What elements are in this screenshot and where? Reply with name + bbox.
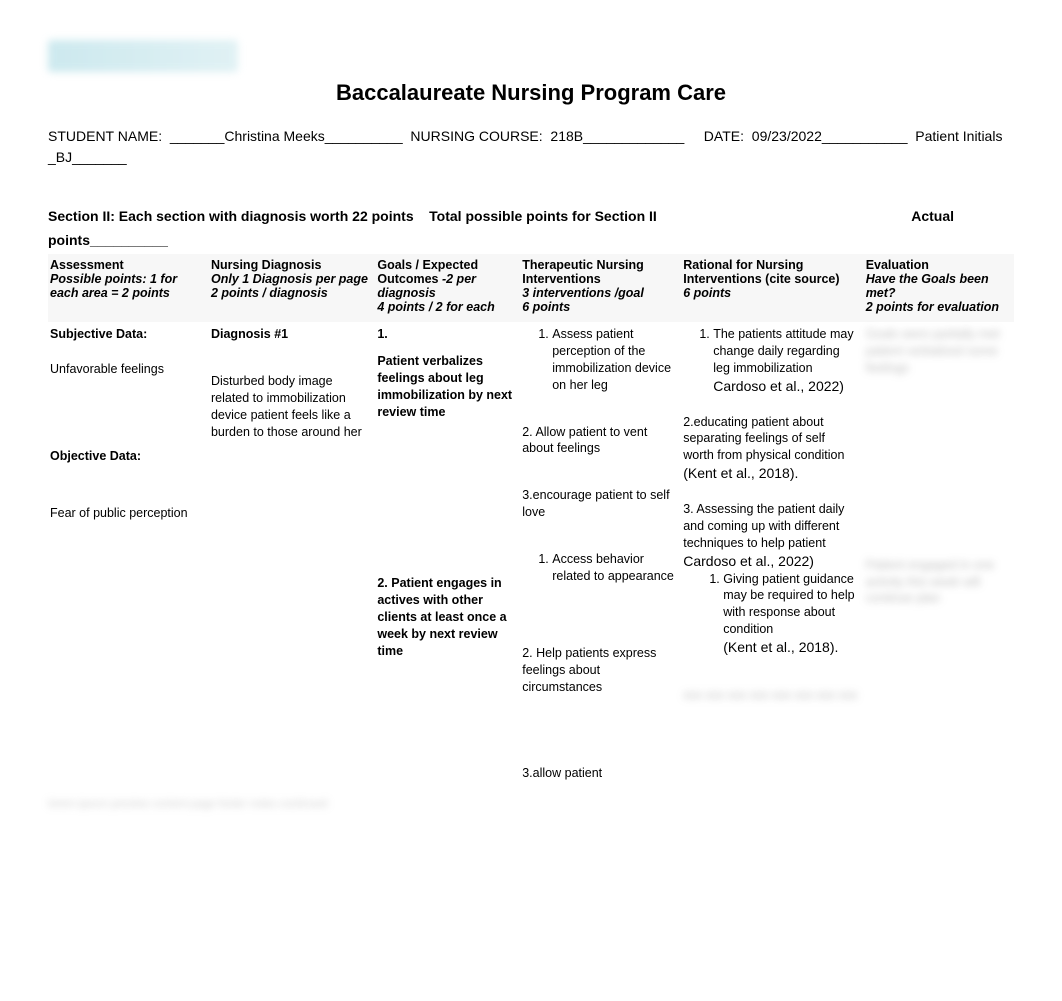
- page-title: Baccalaureate Nursing Program Care: [48, 80, 1014, 106]
- objective-label: Objective Data:: [50, 448, 203, 465]
- rational-3-cite: Cardoso et al., 2022): [683, 553, 814, 569]
- student-info-line: STUDENT NAME: _______Christina Meeks____…: [48, 126, 1014, 168]
- rational-blur: xxx xxx xxx xxx xxx xxx xxx xxx: [683, 687, 857, 737]
- rational-4-cite: (Kent et al., 2018).: [723, 639, 838, 655]
- subjective-text: Unfavorable feelings: [50, 361, 203, 378]
- course-label: NURSING COURSE:: [410, 128, 542, 144]
- table-row: Subjective Data: Unfavorable feelings Ob…: [48, 322, 1014, 786]
- eval-blur-1: Goals were partially met patient verbali…: [866, 326, 1008, 377]
- goal-2: 2. Patient engages in actives with other…: [377, 575, 514, 659]
- col-header-rational: Rational for Nursing Interventions (cite…: [681, 254, 863, 322]
- rational-1-cite: Cardoso et al., 2022): [713, 378, 844, 394]
- rational-1: The patients attitude may change daily r…: [713, 326, 857, 396]
- cell-rational: The patients attitude may change daily r…: [681, 322, 863, 786]
- points-line: points__________: [48, 232, 1014, 248]
- logo-image: [48, 40, 238, 72]
- intervention-6: 3.allow patient: [522, 765, 675, 782]
- diagnosis-number: Diagnosis #1: [211, 326, 369, 343]
- col-header-diagnosis: Nursing Diagnosis Only 1 Diagnosis per p…: [209, 254, 375, 322]
- col-header-assessment: Assessment Possible points: 1 for each a…: [48, 254, 209, 322]
- intervention-2: 2. Allow patient to vent about feelings: [522, 424, 675, 458]
- intervention-5: 2. Help patients express feelings about …: [522, 645, 675, 696]
- cell-diagnosis: Diagnosis #1 Disturbed body image relate…: [209, 322, 375, 786]
- intervention-4: Access behavior related to appearance: [552, 551, 675, 585]
- student-name-value: Christina Meeks: [224, 128, 324, 144]
- col-header-interventions: Therapeutic Nursing Interventions 3 inte…: [520, 254, 681, 322]
- date-label: DATE:: [704, 128, 744, 144]
- col-header-goals: Goals / Expected Outcomes -2 per diagnos…: [375, 254, 520, 322]
- rational-2-cite: (Kent et al., 2018).: [683, 464, 857, 483]
- intervention-1: Assess patient perception of the immobil…: [552, 326, 675, 394]
- goal-1-num: 1.: [377, 326, 514, 343]
- eval-blur-2: Patient engaged in one activity this wee…: [866, 557, 1008, 608]
- objective-text: Fear of public perception: [50, 505, 203, 522]
- date-value: 09/23/2022: [752, 128, 822, 144]
- course-value: 218B: [550, 128, 583, 144]
- initials-label: Patient Initials: [915, 128, 1002, 144]
- rational-4: Giving patient guidance may be required …: [723, 571, 857, 657]
- col-header-evaluation: Evaluation Have the Goals been met? 2 po…: [864, 254, 1014, 322]
- subjective-label: Subjective Data:: [50, 326, 203, 343]
- section-left-1: Section II: Each section with diagnosis …: [48, 208, 414, 224]
- student-name-label: STUDENT NAME:: [48, 128, 162, 144]
- diagnosis-text: Disturbed body image related to immobili…: [211, 373, 369, 441]
- section-right: Actual: [911, 208, 1014, 224]
- cell-evaluation: Goals were partially met patient verbali…: [864, 322, 1014, 786]
- intervention-3: 3.encourage patient to self love: [522, 487, 675, 521]
- cell-goals: 1. Patient verbalizes feelings about leg…: [375, 322, 520, 786]
- rational-2: 2.educating patient about separating fee…: [683, 414, 857, 465]
- goal-1: Patient verbalizes feelings about leg im…: [377, 353, 514, 421]
- cell-assessment: Subjective Data: Unfavorable feelings Ob…: [48, 322, 209, 786]
- cell-interventions: Assess patient perception of the immobil…: [520, 322, 681, 786]
- rational-3: 3. Assessing the patient daily and comin…: [683, 501, 857, 571]
- section-ii-header: Section II: Each section with diagnosis …: [48, 208, 1014, 224]
- initials-value: BJ: [56, 149, 72, 165]
- section-left-2: Total possible points for Section II: [429, 208, 657, 224]
- care-plan-table: Assessment Possible points: 1 for each a…: [48, 254, 1014, 786]
- footer-blur: lorem ipsum preview content page footer …: [48, 798, 1014, 828]
